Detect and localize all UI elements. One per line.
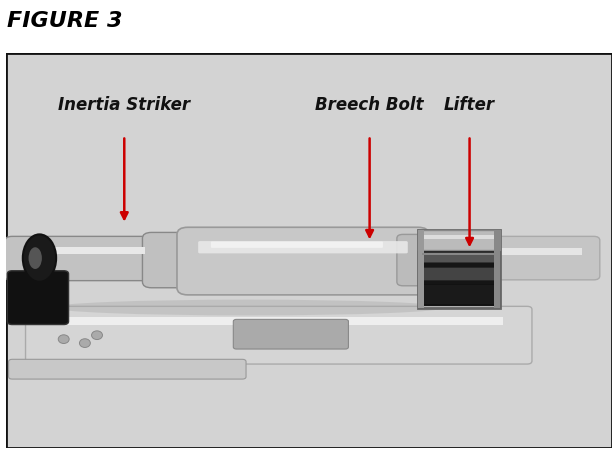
Bar xyxy=(423,253,496,255)
Bar xyxy=(6,181,612,191)
FancyBboxPatch shape xyxy=(211,241,383,248)
Bar xyxy=(6,102,612,112)
Bar xyxy=(6,142,612,151)
Text: FIGURE 3: FIGURE 3 xyxy=(7,11,123,32)
Text: Breech Bolt: Breech Bolt xyxy=(315,96,424,114)
Bar xyxy=(6,53,612,63)
Bar xyxy=(6,240,612,250)
FancyBboxPatch shape xyxy=(478,236,600,280)
Bar xyxy=(6,82,612,92)
Bar xyxy=(6,161,612,171)
Bar xyxy=(421,267,497,280)
Bar xyxy=(6,400,612,412)
Bar xyxy=(418,230,500,250)
Bar xyxy=(6,171,612,181)
Bar xyxy=(6,230,612,240)
FancyBboxPatch shape xyxy=(397,234,442,286)
Bar xyxy=(6,132,612,142)
Bar xyxy=(6,72,612,82)
FancyBboxPatch shape xyxy=(233,319,349,349)
Bar xyxy=(421,235,497,239)
Bar xyxy=(6,191,612,201)
Ellipse shape xyxy=(79,339,90,347)
Bar xyxy=(421,252,497,262)
Bar xyxy=(6,353,612,365)
Bar xyxy=(6,63,612,72)
FancyBboxPatch shape xyxy=(9,359,246,379)
Bar xyxy=(6,201,612,211)
Bar xyxy=(6,329,612,341)
Ellipse shape xyxy=(28,247,42,269)
Bar xyxy=(42,318,503,325)
Bar xyxy=(491,248,582,255)
FancyBboxPatch shape xyxy=(177,227,429,295)
FancyBboxPatch shape xyxy=(143,233,221,288)
Ellipse shape xyxy=(58,335,69,344)
Bar xyxy=(421,250,497,306)
Bar xyxy=(421,284,497,303)
Bar xyxy=(6,221,612,230)
Bar xyxy=(6,388,612,400)
Bar xyxy=(6,122,612,132)
FancyBboxPatch shape xyxy=(7,271,68,324)
Bar xyxy=(6,377,612,388)
Bar xyxy=(494,230,500,308)
Bar xyxy=(6,211,612,221)
Bar xyxy=(6,436,612,448)
Ellipse shape xyxy=(52,300,445,315)
Bar xyxy=(418,230,500,308)
Bar xyxy=(6,112,612,122)
Bar xyxy=(6,341,612,353)
Bar xyxy=(6,412,612,424)
Bar xyxy=(6,365,612,377)
Bar xyxy=(6,424,612,436)
Bar xyxy=(418,230,424,308)
FancyBboxPatch shape xyxy=(26,306,532,364)
Bar xyxy=(6,92,612,102)
FancyBboxPatch shape xyxy=(5,236,171,281)
Bar xyxy=(25,247,146,254)
Ellipse shape xyxy=(23,234,56,282)
FancyBboxPatch shape xyxy=(198,241,408,253)
Ellipse shape xyxy=(92,331,103,340)
Bar xyxy=(6,151,612,161)
Text: Inertia Striker: Inertia Striker xyxy=(58,96,190,114)
Text: Lifter: Lifter xyxy=(444,96,495,114)
